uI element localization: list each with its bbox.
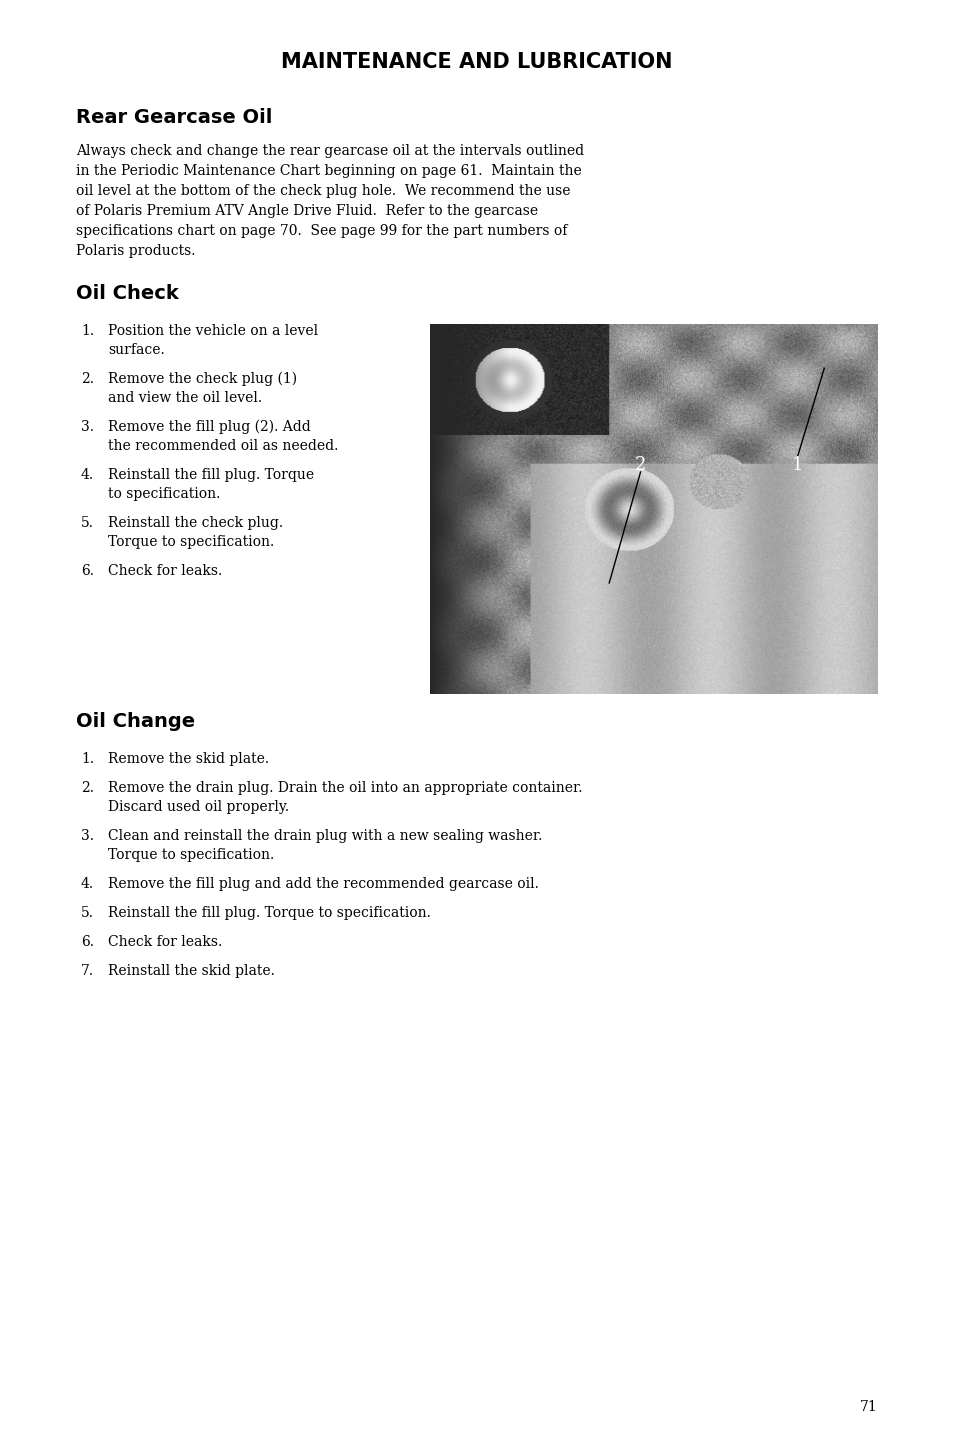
Text: 1.: 1. [81,752,94,766]
Text: in the Periodic Maintenance Chart beginning on page 61.  Maintain the: in the Periodic Maintenance Chart beginn… [76,164,581,177]
Text: 3.: 3. [81,420,94,433]
Text: the recommended oil as needed.: the recommended oil as needed. [108,439,338,454]
Text: Clean and reinstall the drain plug with a new sealing washer.: Clean and reinstall the drain plug with … [108,829,542,843]
Text: 2.: 2. [81,372,94,385]
Text: 71: 71 [860,1400,877,1413]
Text: Discard used oil properly.: Discard used oil properly. [108,800,289,814]
Text: 4.: 4. [81,468,94,481]
Text: Oil Change: Oil Change [76,712,195,731]
Text: 5.: 5. [81,906,94,920]
Text: 3.: 3. [81,829,94,843]
Text: Position the vehicle on a level: Position the vehicle on a level [108,324,317,337]
Text: of Polaris Premium ATV Angle Drive Fluid.  Refer to the gearcase: of Polaris Premium ATV Angle Drive Fluid… [76,204,537,218]
Text: Check for leaks.: Check for leaks. [108,564,222,579]
Text: Remove the skid plate.: Remove the skid plate. [108,752,269,766]
Text: MAINTENANCE AND LUBRICATION: MAINTENANCE AND LUBRICATION [281,52,672,73]
Text: specifications chart on page 70.  See page 99 for the part numbers of: specifications chart on page 70. See pag… [76,224,567,238]
Text: Reinstall the fill plug. Torque: Reinstall the fill plug. Torque [108,468,314,481]
Text: Always check and change the rear gearcase oil at the intervals outlined: Always check and change the rear gearcas… [76,144,583,158]
Text: Reinstall the skid plate.: Reinstall the skid plate. [108,964,274,979]
Text: 6.: 6. [81,935,94,949]
Text: Remove the drain plug. Drain the oil into an appropriate container.: Remove the drain plug. Drain the oil int… [108,781,582,795]
Text: surface.: surface. [108,343,165,358]
Text: 1: 1 [791,455,802,474]
Text: 5.: 5. [81,516,94,531]
Text: Torque to specification.: Torque to specification. [108,848,274,862]
Text: 2: 2 [634,455,645,474]
Text: Rear Gearcase Oil: Rear Gearcase Oil [76,108,273,126]
Text: 7.: 7. [81,964,94,979]
Text: Check for leaks.: Check for leaks. [108,935,222,949]
Text: 2.: 2. [81,781,94,795]
Text: Reinstall the fill plug. Torque to specification.: Reinstall the fill plug. Torque to speci… [108,906,431,920]
Text: 1.: 1. [81,324,94,337]
Text: to specification.: to specification. [108,487,220,502]
Text: Torque to specification.: Torque to specification. [108,535,274,550]
Text: Remove the check plug (1): Remove the check plug (1) [108,372,296,387]
Text: oil level at the bottom of the check plug hole.  We recommend the use: oil level at the bottom of the check plu… [76,185,570,198]
Text: 6.: 6. [81,564,94,579]
Text: Reinstall the check plug.: Reinstall the check plug. [108,516,283,531]
Text: 4.: 4. [81,877,94,891]
Text: Remove the fill plug (2). Add: Remove the fill plug (2). Add [108,420,311,435]
Text: Oil Check: Oil Check [76,284,178,302]
Text: Remove the fill plug and add the recommended gearcase oil.: Remove the fill plug and add the recomme… [108,877,538,891]
Text: Polaris products.: Polaris products. [76,244,195,257]
Text: and view the oil level.: and view the oil level. [108,391,262,406]
